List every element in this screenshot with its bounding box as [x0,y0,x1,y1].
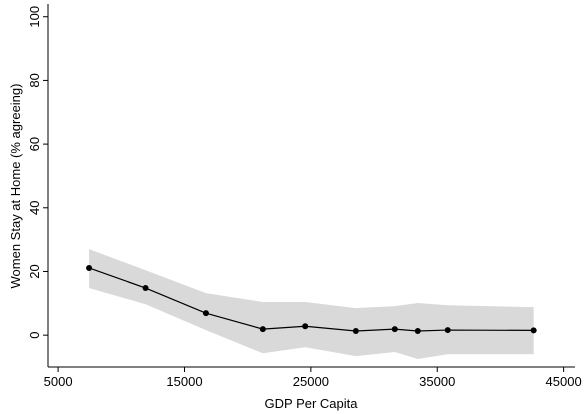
data-point [86,264,93,271]
x-tick-label: 45000 [546,374,582,389]
x-tick-label: 5000 [44,374,73,389]
y-tick-label: 40 [27,201,42,215]
x-axis-title: GDP Per Capita [265,396,359,411]
y-axis-title: Women Stay at Home (% agreeing) [8,84,23,289]
y-tick-label: 100 [27,6,42,28]
x-tick-label: 35000 [419,374,455,389]
x-tick-label: 15000 [166,374,202,389]
data-point [202,310,209,317]
data-point [414,328,421,335]
x-tick-label: 25000 [293,374,329,389]
y-tick-label: 60 [27,137,42,151]
data-point [391,326,398,333]
data-point [142,285,149,292]
y-tick-label: 80 [27,73,42,87]
data-point [259,326,266,333]
data-point [352,328,359,335]
y-tick-label: 0 [27,332,42,339]
y-tick-label: 20 [27,264,42,278]
data-point [530,327,537,334]
data-point [444,327,451,334]
confidence-band [89,249,534,360]
data-point [302,323,309,330]
data-line [88,267,534,332]
